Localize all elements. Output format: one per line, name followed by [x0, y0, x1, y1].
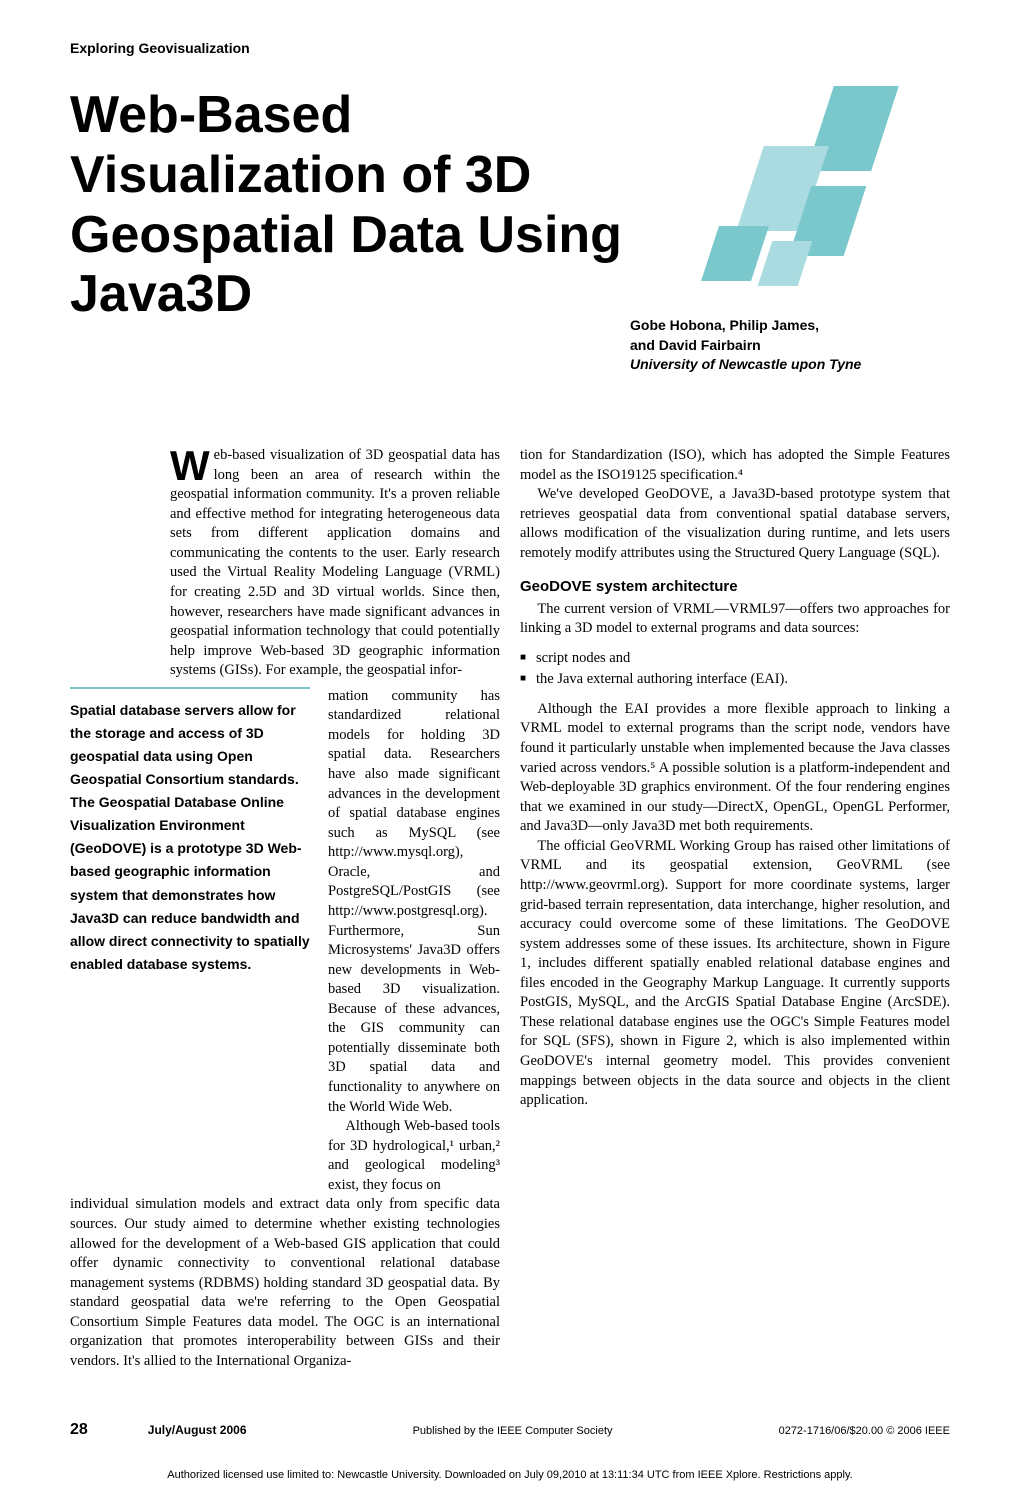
page-footer: 28 July/August 2006 Published by the IEE…	[70, 1421, 950, 1439]
bullet-java-eai: the Java external authoring interface (E…	[520, 670, 950, 690]
issue-date: July/August 2006	[148, 1423, 247, 1437]
copyright-text: 0272-1716/06/$20.00 © 2006 IEEE	[779, 1425, 950, 1437]
authors-block: Gobe Hobona, Philip James, and David Fai…	[630, 316, 930, 375]
license-notice: Authorized licensed use limited to: Newc…	[70, 1469, 950, 1481]
col2-p1: tion for Standardization (ISO), which ha…	[520, 446, 950, 485]
intro-paragraph: Web-based visualization of 3D geospatial…	[170, 446, 500, 681]
mid-paragraph-2: Although Web-based tools for 3D hydrolog…	[328, 1117, 500, 1195]
bullet-script-nodes: script nodes and	[520, 649, 950, 669]
mid-paragraph-1: mation community has standardized relati…	[328, 687, 500, 1117]
author-affiliation: University of Newcastle upon Tyne	[630, 355, 930, 375]
col2-p4: Although the EAI provides a more flexibl…	[520, 700, 950, 837]
subheading-architecture: GeoDOVE system architecture	[520, 577, 950, 597]
publisher-text: Published by the IEEE Computer Society	[413, 1425, 613, 1437]
author-names-line1: Gobe Hobona, Philip James,	[630, 316, 930, 336]
corner-graphic	[670, 86, 890, 306]
col2-p3: The current version of VRML—VRML97—offer…	[520, 600, 950, 639]
section-header: Exploring Geovisualization	[70, 40, 950, 56]
col2-p5: The official GeoVRML Working Group has r…	[520, 837, 950, 1111]
intro-text: eb-based visualization of 3D geospatial …	[170, 447, 500, 678]
article-title: Web-Based Visualization of 3D Geospatial…	[70, 86, 650, 325]
author-names-line2: and David Fairbairn	[630, 336, 930, 356]
col2-p2: We've developed GeoDOVE, a Java3D-based …	[520, 485, 950, 563]
tail-paragraph: individual simulation models and extract…	[70, 1195, 500, 1371]
header-region: Web-Based Visualization of 3D Geospatial…	[70, 86, 950, 386]
dropcap: W	[170, 446, 214, 484]
page-number: 28	[70, 1421, 88, 1439]
abstract-callout: Spatial database servers allow for the s…	[70, 687, 310, 1196]
content-columns: Web-based visualization of 3D geospatial…	[70, 446, 950, 1371]
left-column: Web-based visualization of 3D geospatial…	[70, 446, 500, 1371]
right-column: tion for Standardization (ISO), which ha…	[520, 446, 950, 1371]
